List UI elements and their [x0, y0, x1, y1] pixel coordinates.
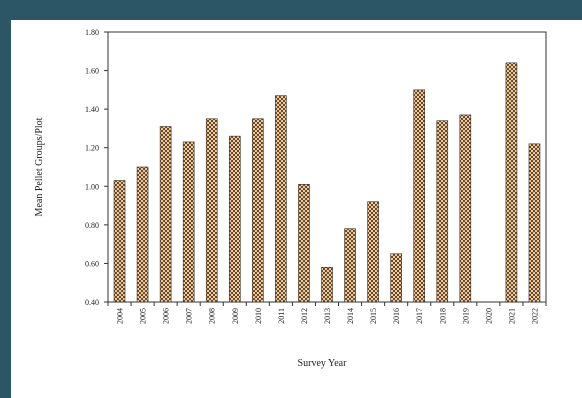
x-tick-label-2017: 2017 — [415, 308, 424, 324]
bar-2011 — [275, 95, 287, 303]
plot-frame — [107, 31, 547, 303]
bar-2018 — [436, 120, 449, 303]
x-tick-label-2006: 2006 — [162, 308, 171, 324]
y-axis-label: Mean Pellet Groups/Plot — [34, 117, 45, 216]
bar-2016 — [390, 253, 402, 303]
bar-2019 — [459, 114, 472, 303]
x-tick-label-2007: 2007 — [185, 308, 194, 324]
x-tick-label-2004: 2004 — [116, 308, 125, 324]
bar-2021 — [505, 62, 518, 303]
bar-2015 — [367, 201, 379, 303]
chart-panel: 0.40 0.60 0.80 1.00 1.20 1.40 1.60 1.80 2004 2005… — [11, 20, 582, 398]
x-tick-label-2020: 2020 — [484, 308, 493, 324]
bar-2014 — [344, 228, 356, 303]
bar-2007 — [182, 141, 195, 303]
bar-chart: 0.40 0.60 0.80 1.00 1.20 1.40 1.60 1.80 2004 2005… — [34, 28, 547, 369]
y-tick-label: 1.40 — [85, 105, 99, 114]
x-tick-label-2021: 2021 — [507, 308, 516, 324]
y-tick-label: 1.80 — [85, 28, 99, 37]
x-tick-label-2019: 2019 — [461, 308, 470, 324]
x-tick-label-2012: 2012 — [300, 308, 309, 324]
x-axis-label: Survey Year — [298, 358, 348, 369]
bar-2010 — [252, 118, 264, 303]
x-tick-label-2009: 2009 — [231, 308, 240, 324]
bar-2009 — [228, 135, 241, 303]
y-tick-label: 1.20 — [85, 144, 99, 153]
bar-2012 — [298, 184, 310, 303]
x-tick-label-2005: 2005 — [139, 308, 148, 324]
y-tick-label: 0.80 — [85, 221, 99, 230]
y-tick-label: 1.00 — [85, 182, 99, 191]
y-tick-label: 0.60 — [85, 259, 99, 268]
x-tick-label-2011: 2011 — [277, 308, 286, 324]
x-tick-label-2018: 2018 — [438, 308, 447, 324]
x-tick-label-2015: 2015 — [369, 308, 378, 324]
bar-2008 — [205, 118, 218, 303]
x-tick-label-2016: 2016 — [392, 308, 401, 324]
bar-2017 — [413, 89, 426, 303]
slide-left-band — [0, 0, 11, 398]
x-tick-label-2013: 2013 — [323, 308, 332, 324]
bar-2006 — [159, 126, 172, 303]
x-tick-label-2008: 2008 — [208, 308, 217, 324]
x-tick-label-2014: 2014 — [346, 308, 355, 324]
y-tick-label: 0.40 — [85, 298, 99, 307]
bar-2013 — [321, 266, 333, 303]
bar-2004 — [113, 180, 126, 303]
x-tick-label-2022: 2022 — [530, 308, 539, 324]
y-tick-label: 1.60 — [85, 67, 99, 76]
x-tick-label-2010: 2010 — [254, 308, 263, 324]
bar-2005 — [136, 166, 149, 303]
bar-2022 — [528, 143, 541, 303]
slide-header-band — [0, 0, 582, 20]
